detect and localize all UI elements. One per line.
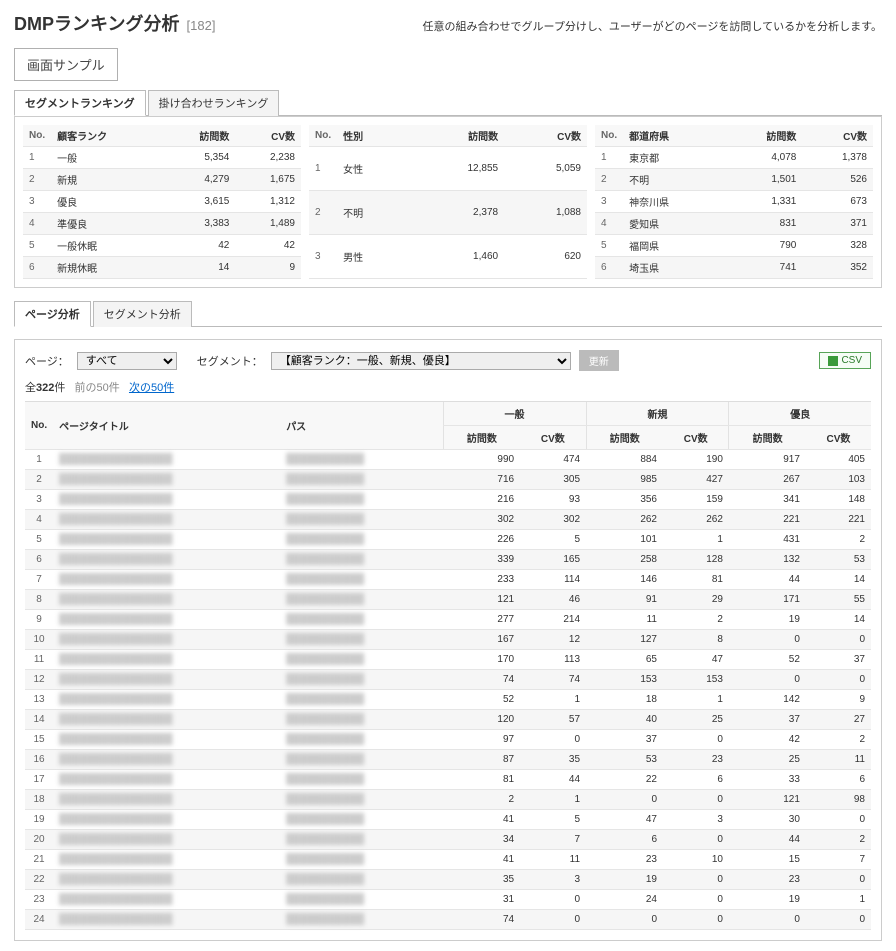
table-row: 13███████████████████████████5211811429 (25, 690, 871, 710)
pager: 全322件 前の50件 次の50件 (25, 379, 871, 395)
summary-row: 5一般休眠4242 (23, 235, 301, 257)
col-path: パス (280, 402, 443, 450)
page-tabs: ページ分析 セグメント分析 (14, 300, 882, 327)
table-row: 7███████████████████████████233114146814… (25, 570, 871, 590)
table-row: 19███████████████████████████415473300 (25, 810, 871, 830)
data-table: No. ページタイトル パス 一般 新規 優良 訪問数 CV数 訪問数 CV数 … (25, 401, 871, 930)
col-group-2: 新規 (586, 402, 729, 426)
pager-prev: 前の50件 (75, 382, 120, 394)
col-no: No. (25, 402, 53, 450)
table-row: 14███████████████████████████12057402537… (25, 710, 871, 730)
summary-table: No.都道府県訪問数CV数1東京都4,0781,3782不明1,5015263神… (595, 125, 873, 279)
summary-row: 3優良3,6151,312 (23, 191, 301, 213)
table-row: 9███████████████████████████277214112191… (25, 610, 871, 630)
tab-segment-analysis[interactable]: セグメント分析 (93, 301, 192, 327)
col-title: ページタイトル (53, 402, 280, 450)
table-row: 12███████████████████████████74741531530… (25, 670, 871, 690)
summary-table: No.顧客ランク訪問数CV数1一般5,3542,2382新規4,2791,675… (23, 125, 301, 279)
summary-row: 6埼玉県741352 (595, 257, 873, 279)
summary-row: 1一般5,3542,238 (23, 147, 301, 169)
table-row: 5███████████████████████████226510114312 (25, 530, 871, 550)
page-description: 任意の組み合わせでグループ分けし、ユーザーがどのページを訪問しているかを分析しま… (423, 18, 882, 34)
table-row: 4███████████████████████████302302262262… (25, 510, 871, 530)
page-select[interactable]: すべて (77, 352, 177, 370)
col-group-1: 一般 (443, 402, 586, 426)
summary-table: No.性別訪問数CV数1女性12,8555,0592不明2,3781,0883男… (309, 125, 587, 279)
table-row: 1███████████████████████████990474884190… (25, 450, 871, 470)
segment-select[interactable]: 【顧客ランク：一般、新規、優良】 (271, 352, 571, 370)
table-row: 18███████████████████████████210012198 (25, 790, 871, 810)
tab-page-analysis[interactable]: ページ分析 (14, 301, 91, 327)
summary-row: 2新規4,2791,675 (23, 169, 301, 191)
table-row: 6███████████████████████████339165258128… (25, 550, 871, 570)
summary-row: 2不明1,501526 (595, 169, 873, 191)
summary-row: 5福岡県790328 (595, 235, 873, 257)
table-row: 8███████████████████████████121469129171… (25, 590, 871, 610)
summary-row: 4準優良3,3831,489 (23, 213, 301, 235)
table-row: 17███████████████████████████8144226336 (25, 770, 871, 790)
table-row: 24███████████████████████████7400000 (25, 910, 871, 930)
page-code: [182] (187, 18, 216, 33)
summary-row: 4愛知県831371 (595, 213, 873, 235)
table-row: 11███████████████████████████17011365475… (25, 650, 871, 670)
summary-row: 3神奈川県1,331673 (595, 191, 873, 213)
page-title: DMPランキング分析 (14, 14, 179, 34)
update-button[interactable]: 更新 (579, 350, 619, 371)
summary-row: 2不明2,3781,088 (309, 191, 587, 235)
csv-icon (828, 356, 838, 366)
ranking-panel: No.顧客ランク訪問数CV数1一般5,3542,2382新規4,2791,675… (14, 116, 882, 288)
segment-select-label: セグメント： (197, 353, 263, 369)
summary-row: 1女性12,8555,059 (309, 147, 587, 191)
ranking-tabs: セグメントランキング 掛け合わせランキング (14, 89, 882, 116)
table-row: 10███████████████████████████16712127800 (25, 630, 871, 650)
col-group-3: 優良 (729, 402, 871, 426)
tab-combo-ranking[interactable]: 掛け合わせランキング (148, 90, 280, 116)
page-select-label: ページ： (25, 353, 69, 369)
pager-next[interactable]: 次の50件 (129, 382, 174, 394)
table-row: 20███████████████████████████34760442 (25, 830, 871, 850)
controls-panel: ページ： すべて セグメント： 【顧客ランク：一般、新規、優良】 更新 CSV … (14, 339, 882, 941)
summary-row: 1東京都4,0781,378 (595, 147, 873, 169)
summary-row: 6新規休眠149 (23, 257, 301, 279)
tab-segment-ranking[interactable]: セグメントランキング (14, 90, 146, 116)
page-header: DMPランキング分析 [182] 任意の組み合わせでグループ分けし、ユーザーがど… (14, 10, 882, 36)
summary-row: 3男性1,460620 (309, 235, 587, 279)
csv-button[interactable]: CSV (819, 352, 871, 369)
table-row: 15███████████████████████████970370422 (25, 730, 871, 750)
table-row: 16███████████████████████████87355323251… (25, 750, 871, 770)
sample-button[interactable]: 画面サンプル (14, 48, 118, 81)
table-row: 2███████████████████████████716305985427… (25, 470, 871, 490)
table-row: 22███████████████████████████353190230 (25, 870, 871, 890)
table-row: 3███████████████████████████216933561593… (25, 490, 871, 510)
table-row: 23███████████████████████████310240191 (25, 890, 871, 910)
table-row: 21███████████████████████████41112310157 (25, 850, 871, 870)
